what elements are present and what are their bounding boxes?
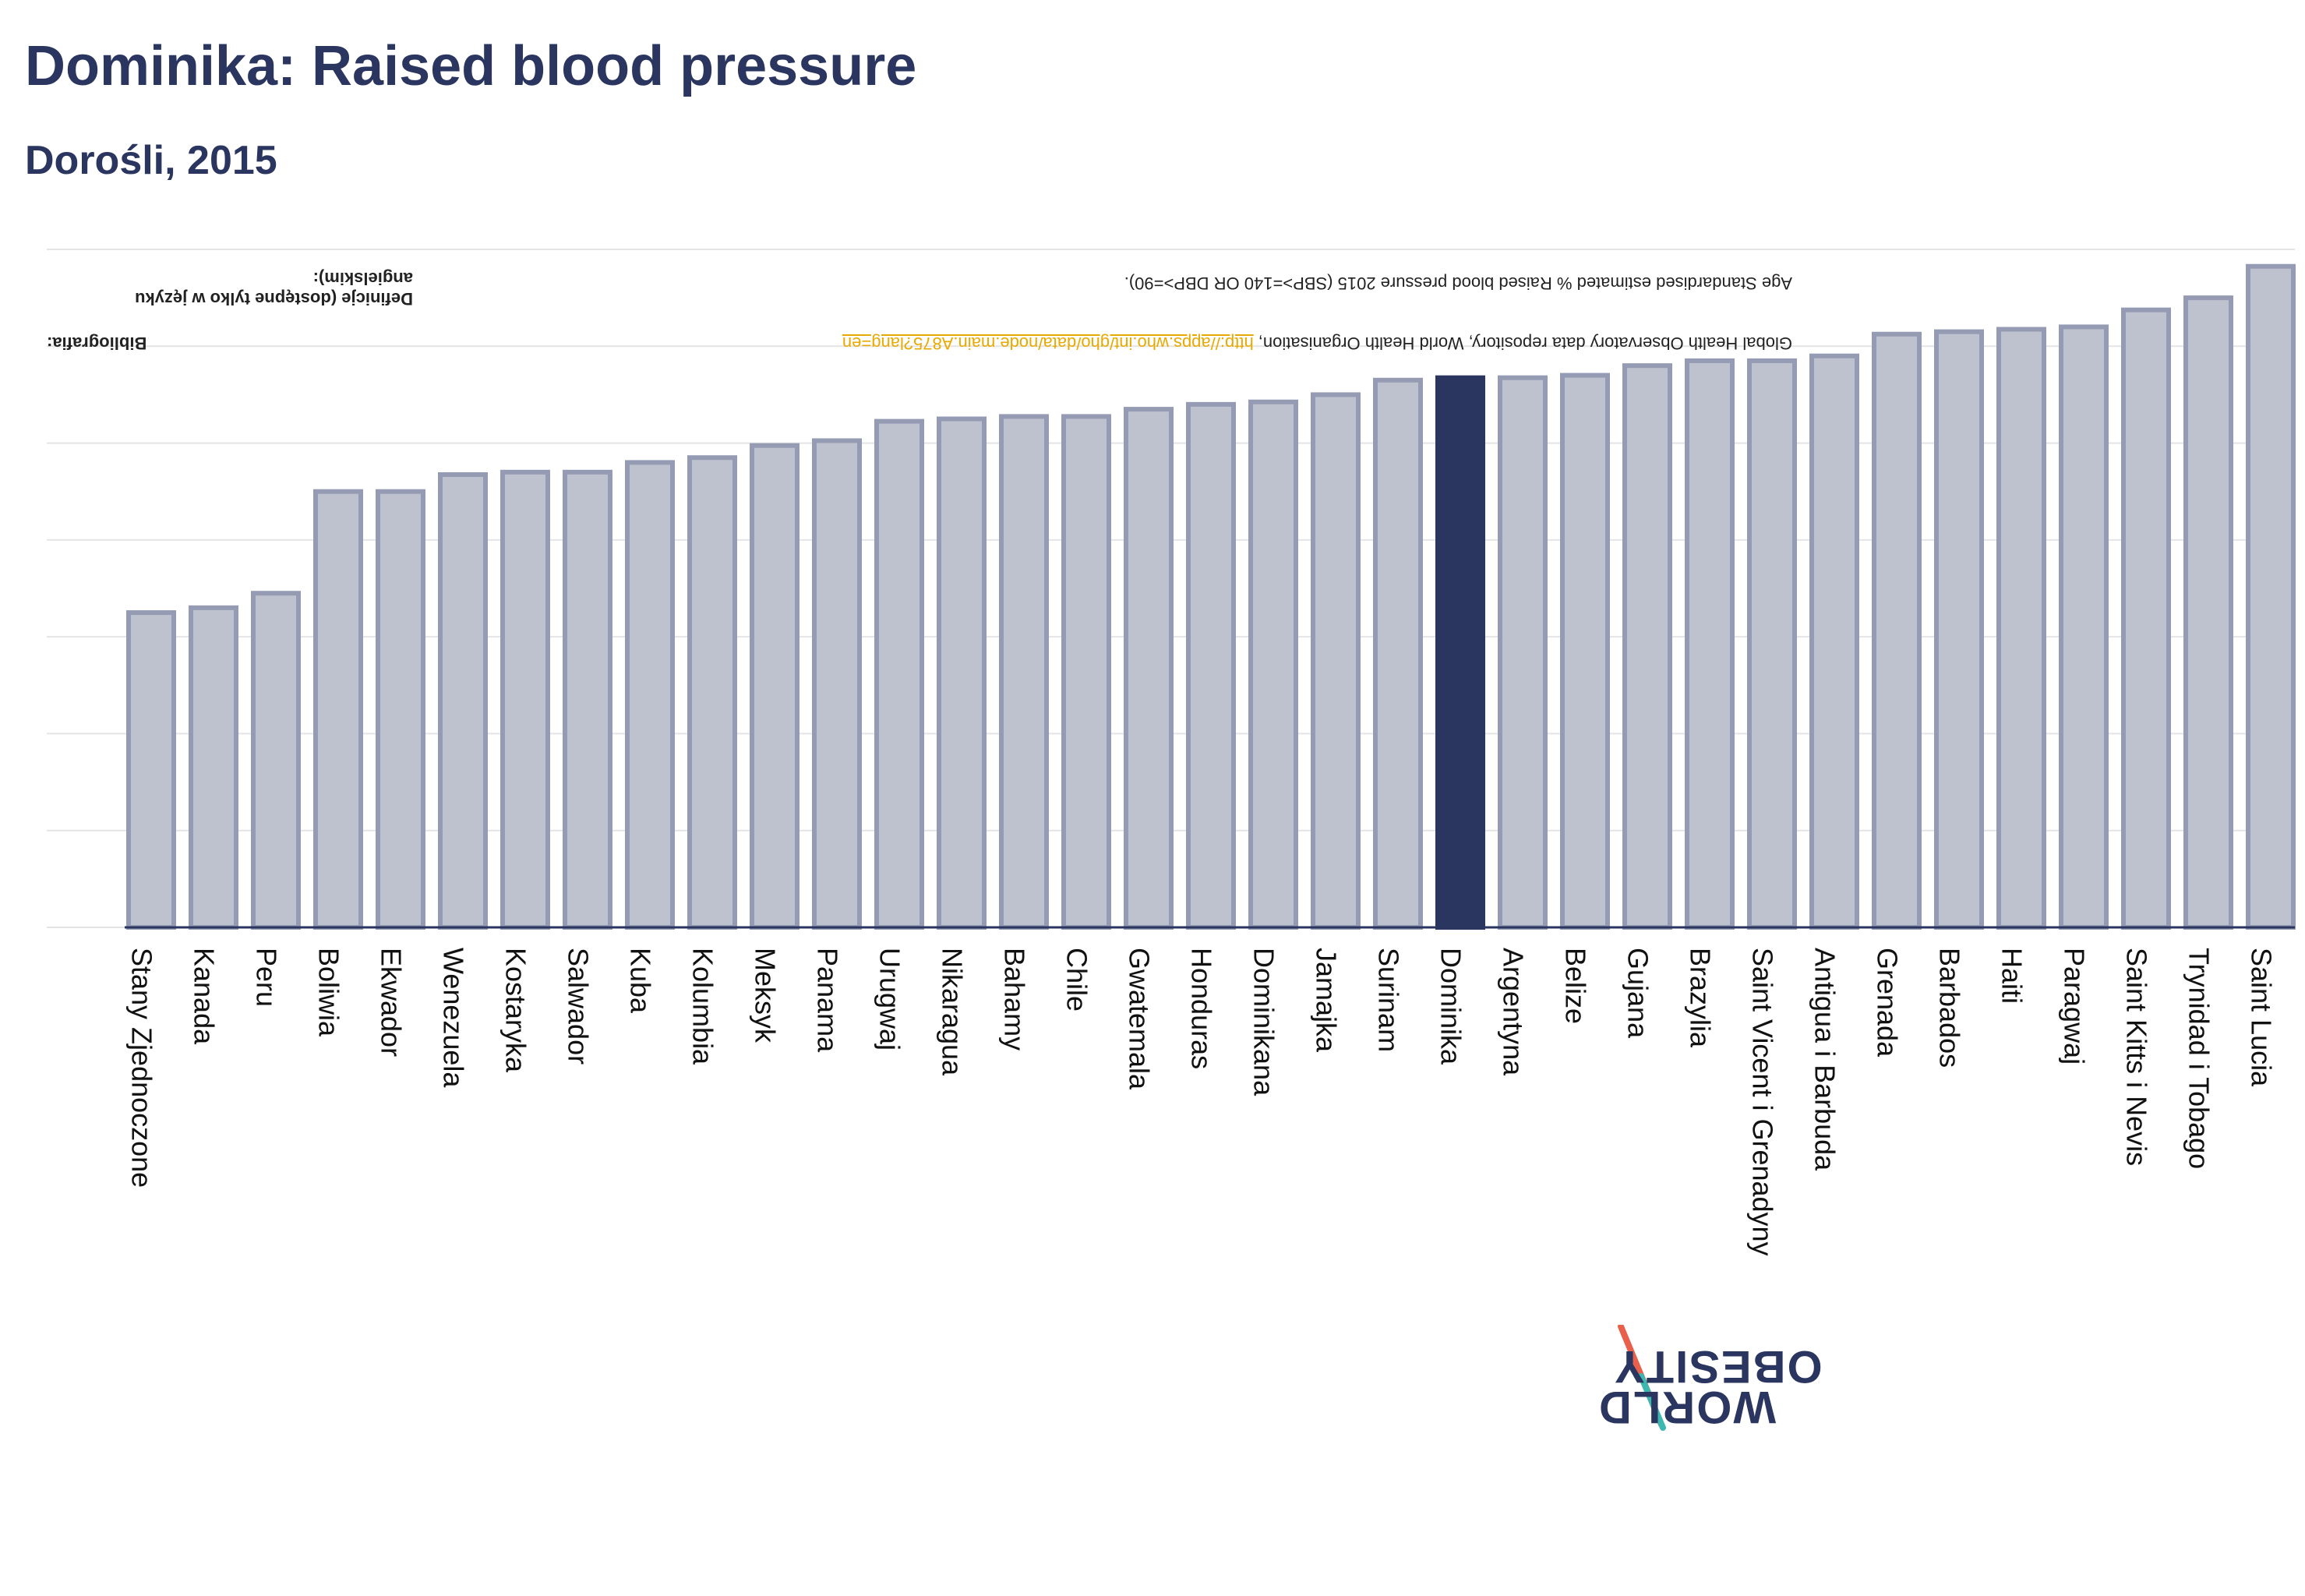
bar-barbados[interactable] — [1934, 329, 1984, 930]
x-tick-label: Paragwaj — [2059, 948, 2091, 1065]
x-tick-label: Saint Kitts i Nevis — [2121, 948, 2153, 1166]
bar-saint-vicent-i-grenadyny[interactable] — [1747, 358, 1797, 930]
bar-gwatemala[interactable] — [1124, 407, 1174, 930]
x-tick-label: Bahamy — [999, 948, 1031, 1050]
x-tick-label: Gujana — [1622, 948, 1654, 1039]
bar-brazylia[interactable] — [1685, 358, 1735, 930]
x-tick-labels: Stany Zjednoczone Kanada Peru Boliwia Ekwado… — [126, 948, 2278, 1256]
x-tick-label: Jamajka — [1311, 948, 1343, 1053]
definitions-label: Definicje (dostępne tylko w języku angie… — [135, 269, 413, 309]
logo-slash-icon — [1618, 1325, 1666, 1431]
x-tick-label: Surinam — [1373, 948, 1405, 1052]
bar-honduras[interactable] — [1186, 401, 1236, 930]
bar-surinam[interactable] — [1373, 377, 1423, 930]
x-tick-label: Dominika — [1435, 948, 1467, 1065]
x-tick-label: Wenezuela — [438, 948, 470, 1088]
bar-bahamy[interactable] — [999, 414, 1049, 930]
x-tick-label: Argentyna — [1498, 948, 1530, 1076]
x-tick-label: Kostaryka — [500, 948, 532, 1073]
x-tick-label: Saint Vicent i Grenadyny — [1747, 948, 1779, 1256]
bar-antigua-i-barbuda[interactable] — [1809, 353, 1859, 930]
bar-haiti[interactable] — [1996, 327, 2046, 930]
bibliography-label: Bibliografia: — [47, 334, 147, 353]
bar-wenezuela[interactable] — [438, 471, 488, 930]
bar-kolumbia[interactable] — [687, 455, 737, 930]
x-tick-label: Panama — [812, 948, 844, 1053]
x-tick-label: Brazylia — [1685, 948, 1717, 1048]
bar-dominikana[interactable] — [1248, 399, 1298, 930]
x-tick-label: Nikaragua — [937, 948, 969, 1076]
x-tick-label: Kuba — [625, 948, 657, 1014]
x-tick-label: Ekwador — [376, 948, 408, 1057]
bar-dominika[interactable] — [1435, 375, 1485, 930]
x-tick-label: Belize — [1560, 948, 1592, 1024]
bar-meksyk[interactable] — [750, 443, 800, 930]
x-tick-label: Haiti — [1996, 948, 2028, 1004]
x-tick-label: Chile — [1061, 948, 1093, 1012]
bar-urugwaj[interactable] — [874, 418, 924, 930]
bars — [126, 263, 2296, 930]
bibliography-link[interactable]: http://apps.who.int/gho/data/node.main.A… — [842, 334, 1254, 353]
logo-line-2: WORLD — [1597, 1382, 1777, 1432]
x-tick-label: Gwatemala — [1124, 948, 1156, 1090]
x-tick-label: Kanada — [189, 948, 221, 1045]
bibliography-text: Global Health Observatory data repositor… — [842, 333, 1792, 353]
x-tick-label: Boliwia — [313, 948, 345, 1037]
x-tick-label: Salwador — [563, 948, 595, 1065]
bar-gujana[interactable] — [1622, 363, 1672, 930]
x-tick-label: Honduras — [1186, 948, 1218, 1069]
bar-saint-lucia[interactable] — [2246, 263, 2296, 930]
bar-nikaragua[interactable] — [937, 416, 987, 930]
x-tick-label: Trynidad i Tobago — [2183, 948, 2215, 1169]
bar-argentyna[interactable] — [1498, 375, 1548, 930]
bar-paragwaj[interactable] — [2059, 324, 2109, 930]
bar-stany-zjednoczone[interactable] — [126, 610, 176, 930]
x-tick-label: Saint Lucia — [2246, 948, 2278, 1087]
bar-ekwador[interactable] — [376, 489, 425, 930]
bar-trynidad-i-tobago[interactable] — [2183, 295, 2233, 930]
page-subtitle: Dorośli, 2015 — [25, 138, 277, 183]
bar-boliwia[interactable] — [313, 489, 363, 930]
x-tick-label: Kolumbia — [687, 948, 719, 1065]
x-tick-label: Peru — [251, 948, 283, 1007]
bar-grenada[interactable] — [1872, 331, 1922, 930]
definitions-row: Definicje (dostępne tylko w języku angie… — [47, 268, 1792, 309]
page-title: Dominika: Raised blood pressure — [25, 35, 917, 97]
bar-chile[interactable] — [1061, 414, 1111, 930]
x-tick-label: Dominikana — [1248, 948, 1280, 1096]
world-obesity-logo: OBESITY WORLD — [1597, 1325, 1823, 1434]
x-tick-label: Urugwaj — [874, 948, 906, 1050]
bar-kanada[interactable] — [189, 605, 238, 930]
bibliography-row: Bibliografia: Global Health Observatory … — [47, 327, 1792, 358]
bar-kostaryka[interactable] — [500, 469, 550, 930]
x-tick-label: Meksyk — [750, 948, 782, 1043]
x-tick-label: Grenada — [1872, 948, 1904, 1058]
bar-jamajka[interactable] — [1311, 392, 1361, 930]
bar-panama[interactable] — [812, 438, 862, 930]
definitions-text: Age Standardised estimated % Raised bloo… — [1124, 274, 1792, 293]
x-tick-label: Barbados — [1934, 948, 1966, 1068]
bibliography-source: Global Health Observatory data repositor… — [1253, 334, 1792, 353]
bar-belize[interactable] — [1560, 373, 1610, 930]
x-tick-label: Stany Zjednoczone — [126, 948, 158, 1188]
bar-salwador[interactable] — [563, 469, 612, 930]
x-tick-label: Antigua i Barbuda — [1809, 948, 1841, 1171]
bar-saint-kitts-i-nevis[interactable] — [2121, 307, 2171, 930]
bar-kuba[interactable] — [625, 460, 675, 930]
bar-peru[interactable] — [251, 591, 301, 930]
